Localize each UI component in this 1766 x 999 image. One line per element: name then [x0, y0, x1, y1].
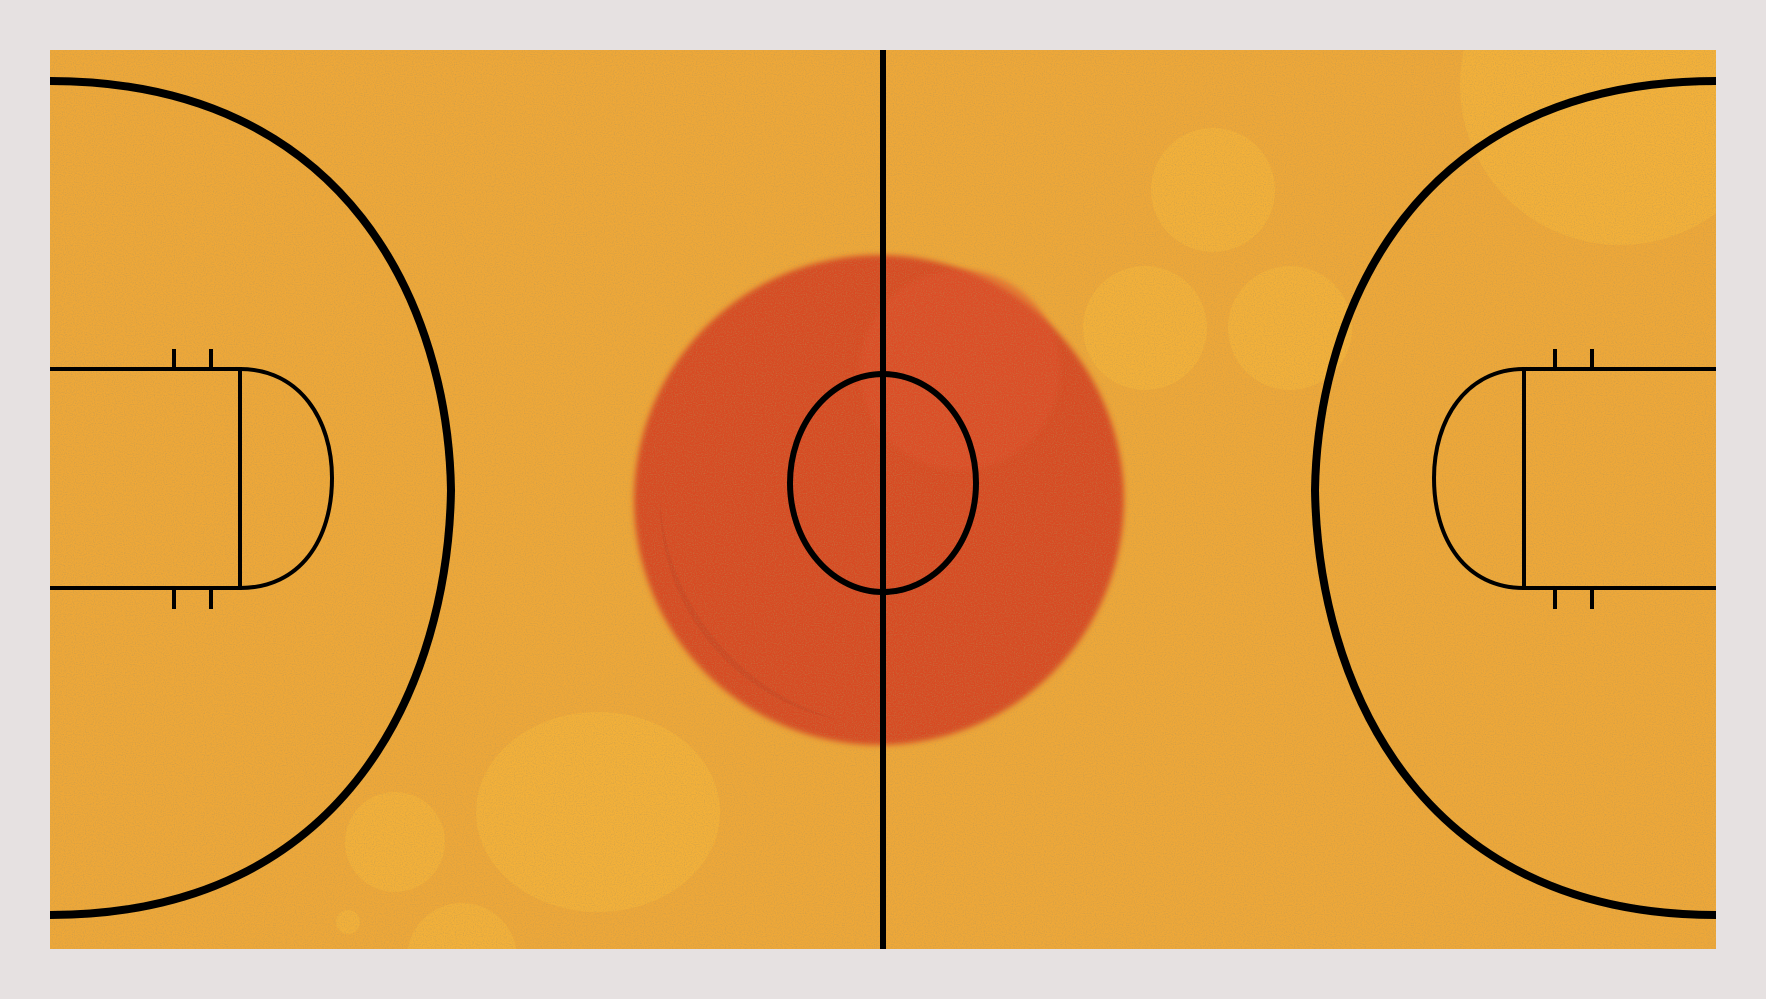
right-free-throw-lane	[1522, 367, 1716, 590]
left-free-throw-arc	[239, 367, 335, 590]
left-lane-hash-marks	[172, 349, 213, 609]
left-free-throw-lane	[50, 367, 242, 590]
center-circle	[787, 371, 979, 595]
left-three-point-arc	[50, 77, 456, 919]
right-lane-hash-marks	[1553, 349, 1594, 609]
right-free-throw-arc	[1431, 367, 1525, 590]
court-lines	[50, 50, 1716, 949]
right-three-point-arc	[1310, 77, 1716, 919]
